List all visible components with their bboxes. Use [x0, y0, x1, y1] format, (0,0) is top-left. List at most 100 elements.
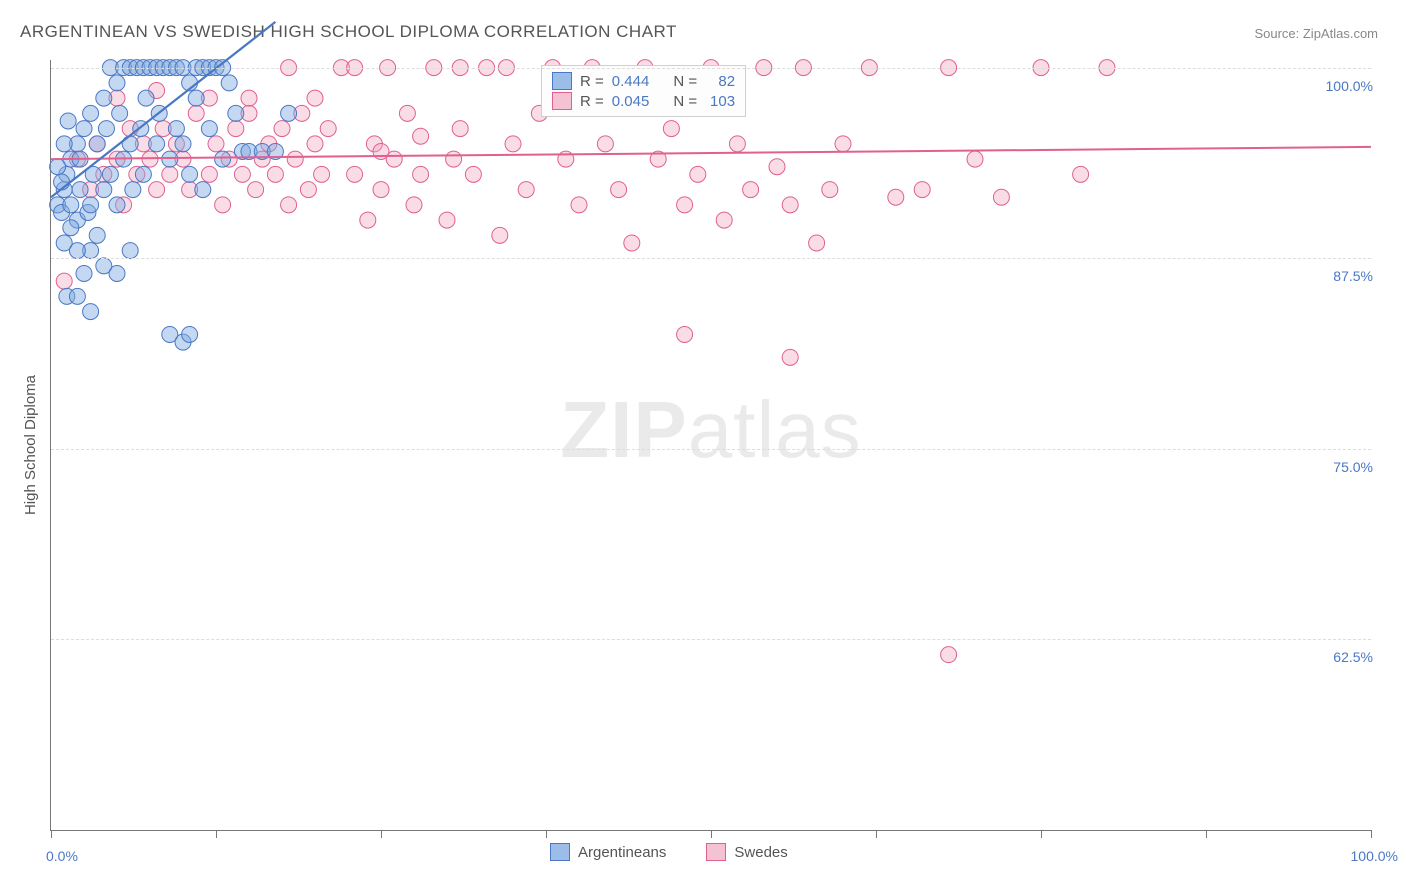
point-swedes [274, 121, 290, 137]
point-argentineans [63, 220, 79, 236]
x-tick [1371, 830, 1372, 838]
point-argentineans [83, 304, 99, 320]
x-tick [51, 830, 52, 838]
point-swedes [967, 151, 983, 167]
point-argentineans [228, 105, 244, 121]
point-swedes [373, 182, 389, 198]
point-swedes [314, 166, 330, 182]
point-argentineans [182, 326, 198, 342]
y-tick-label: 75.0% [1333, 459, 1373, 475]
point-swedes [729, 136, 745, 152]
x-tick [381, 830, 382, 838]
legend-label: Argentineans [578, 844, 666, 861]
point-swedes [518, 182, 534, 198]
point-argentineans [96, 258, 112, 274]
x-tick [711, 830, 712, 838]
point-argentineans [135, 166, 151, 182]
point-swedes [399, 105, 415, 121]
gridline [51, 68, 1371, 69]
point-swedes [228, 121, 244, 137]
point-swedes [413, 166, 429, 182]
point-swedes [439, 212, 455, 228]
point-argentineans [96, 182, 112, 198]
point-swedes [1073, 166, 1089, 182]
r-value: 0.045 [612, 93, 650, 110]
point-argentineans [72, 182, 88, 198]
point-swedes [446, 151, 462, 167]
point-argentineans [69, 243, 85, 259]
point-argentineans [89, 136, 105, 152]
point-swedes [505, 136, 521, 152]
point-argentineans [96, 90, 112, 106]
n-label: N = [673, 73, 697, 90]
point-swedes [677, 197, 693, 213]
point-swedes [215, 197, 231, 213]
point-argentineans [89, 227, 105, 243]
point-swedes [234, 166, 250, 182]
point-swedes [690, 166, 706, 182]
n-value: 82 [705, 73, 735, 90]
point-swedes [914, 182, 930, 198]
point-argentineans [175, 136, 191, 152]
point-swedes [162, 166, 178, 182]
point-argentineans [109, 75, 125, 91]
point-argentineans [69, 288, 85, 304]
x-tick [546, 830, 547, 838]
source-label: Source: ZipAtlas.com [1254, 26, 1378, 41]
x-tick [216, 830, 217, 838]
legend-label: Swedes [734, 844, 787, 861]
point-swedes [56, 273, 72, 289]
x-tick [876, 830, 877, 838]
legend-item-argentineans: Argentineans [550, 843, 666, 861]
point-argentineans [83, 197, 99, 213]
point-swedes [809, 235, 825, 251]
point-swedes [201, 166, 217, 182]
point-argentineans [98, 121, 114, 137]
swatch-blue [550, 843, 570, 861]
plot-area: ZIPatlas R = 0.444 N = 82 R = 0.045 N = … [50, 60, 1371, 831]
point-swedes [993, 189, 1009, 205]
x-max-label: 100.0% [1351, 848, 1398, 864]
gridline [51, 449, 1371, 450]
point-swedes [663, 121, 679, 137]
n-label: N = [673, 93, 697, 110]
x-tick [1041, 830, 1042, 838]
point-swedes [677, 326, 693, 342]
point-swedes [208, 136, 224, 152]
point-swedes [360, 212, 376, 228]
point-swedes [716, 212, 732, 228]
point-swedes [347, 166, 363, 182]
scatter-svg [51, 60, 1371, 830]
y-tick-label: 87.5% [1333, 268, 1373, 284]
point-swedes [611, 182, 627, 198]
point-argentineans [215, 151, 231, 167]
gridline [51, 258, 1371, 259]
point-argentineans [76, 265, 92, 281]
point-swedes [835, 136, 851, 152]
point-argentineans [182, 166, 198, 182]
point-argentineans [122, 136, 138, 152]
point-swedes [300, 182, 316, 198]
correlation-legend: R = 0.444 N = 82 R = 0.045 N = 103 [541, 65, 746, 117]
point-swedes [413, 128, 429, 144]
point-swedes [782, 197, 798, 213]
point-argentineans [112, 105, 128, 121]
point-swedes [624, 235, 640, 251]
point-argentineans [109, 197, 125, 213]
point-swedes [307, 136, 323, 152]
r-label: R = [580, 73, 604, 90]
point-argentineans [149, 136, 165, 152]
point-argentineans [195, 182, 211, 198]
point-argentineans [83, 105, 99, 121]
swatch-blue [552, 72, 572, 90]
y-axis-label: High School Diploma [22, 375, 39, 515]
point-argentineans [138, 90, 154, 106]
point-swedes [281, 197, 297, 213]
n-value: 103 [705, 93, 735, 110]
legend-row-argentineans: R = 0.444 N = 82 [552, 72, 735, 90]
point-swedes [492, 227, 508, 243]
point-swedes [241, 90, 257, 106]
point-argentineans [221, 75, 237, 91]
point-argentineans [102, 166, 118, 182]
point-swedes [320, 121, 336, 137]
